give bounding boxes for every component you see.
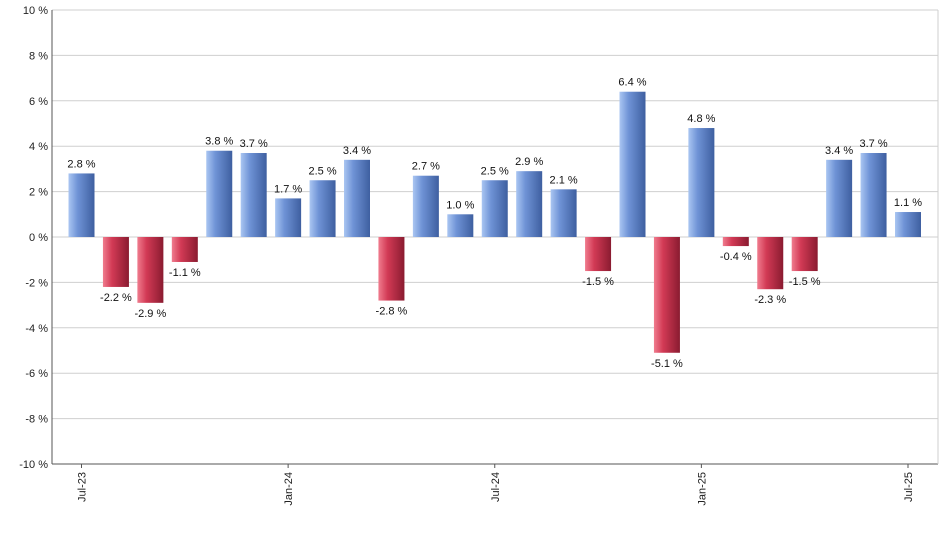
bar-oct-24 (585, 237, 612, 272)
bar-nov-24 (619, 91, 646, 237)
bar-dec-23 (240, 153, 267, 237)
y-tick-labels: -10 % -8 % -6 % -4 % -2 % 0 % 2 % 4 % 6 % 8 % 10 % (19, 5, 48, 471)
bar-apr-24 (378, 237, 405, 301)
bar-feb-25 (722, 237, 749, 247)
data-label-jun-25: 3.7 % (859, 138, 887, 150)
data-label-sep-24: 2.1 % (550, 174, 578, 186)
x-tick-label: Jul-24 (490, 472, 502, 502)
y-tick-label: 0 % (29, 232, 48, 244)
bar-dec-24 (653, 237, 680, 353)
y-tick-label: -2 % (25, 277, 48, 289)
y-tick-label: -8 % (25, 414, 48, 426)
bar-nov-23 (206, 150, 233, 237)
data-label-feb-24: 2.5 % (308, 165, 336, 177)
bar-sep-24 (550, 189, 577, 237)
data-label-jul-24: 2.5 % (481, 165, 509, 177)
x-tick-labels: Jul-23 Jan-24 Jul-24 Jan-25 Jul-25 (77, 464, 915, 506)
bar-aug-23 (102, 237, 129, 287)
y-tick-label: -6 % (25, 368, 48, 380)
bar-jun-25 (860, 153, 887, 237)
data-label-jan-25: 4.8 % (687, 113, 715, 125)
data-label-nov-23: 3.8 % (205, 136, 233, 148)
bar-jul-25 (895, 212, 921, 237)
bar-jul-23 (68, 173, 95, 237)
data-label-may-24: 2.7 % (412, 161, 440, 173)
data-labels: 2.8 % -2.2 %-2.9 % -1.1 % 3.8 % 3.7 % 1.7 % 2.… (67, 77, 922, 370)
data-label-oct-23: -1.1 % (169, 267, 201, 279)
data-label-mar-24: 3.4 % (343, 145, 371, 157)
y-tick-label: 10 % (23, 5, 48, 17)
bar-sep-23 (137, 237, 164, 303)
data-label-aug-24: 2.9 % (515, 156, 543, 168)
data-label-apr-25: -1.5 % (789, 276, 821, 288)
data-label-feb-25: -0.4 % (720, 251, 752, 263)
bar-jan-24 (275, 198, 302, 237)
x-tick-label: Jan-25 (696, 472, 708, 506)
x-tick-label: Jul-23 (77, 472, 89, 502)
bar-jun-24 (447, 214, 474, 237)
data-label-oct-24: -1.5 % (582, 276, 614, 288)
bar-jul-24 (481, 180, 508, 237)
data-label-jul-23: 2.8 % (67, 158, 95, 170)
data-label-jan-24: 1.7 % (274, 183, 302, 195)
y-tick-label: 2 % (29, 187, 48, 199)
y-tick-label: -4 % (25, 323, 48, 335)
bar-may-25 (826, 159, 853, 237)
bar-may-24 (412, 175, 439, 237)
data-label-mar-25: -2.3 % (754, 294, 786, 306)
y-tick-label: 6 % (29, 96, 48, 108)
data-label-jul-25: 1.1 % (894, 197, 922, 209)
y-tick-label: 4 % (29, 141, 48, 153)
bars (68, 91, 921, 353)
data-label-may-25: 3.4 % (825, 145, 853, 157)
data-label-sep-23: -2.9 % (134, 308, 166, 320)
bar-jan-25 (688, 128, 715, 237)
bar-oct-23 (171, 237, 198, 262)
data-label-jun-24: 1.0 % (446, 199, 474, 211)
bar-apr-25 (791, 237, 818, 272)
y-tick-label: -10 % (19, 459, 48, 471)
data-label-dec-23: 3.7 % (240, 138, 268, 150)
data-label-dec-24: -5.1 % (651, 358, 683, 370)
bar-feb-24 (309, 180, 336, 237)
bar-mar-24 (344, 159, 370, 237)
x-tick-label: Jul-25 (903, 472, 915, 502)
x-tick-label: Jan-24 (283, 472, 295, 506)
bar-aug-24 (516, 171, 543, 237)
y-tick-label: 8 % (29, 50, 48, 62)
bar-mar-25 (757, 237, 784, 290)
data-label-aug-23: -2.2 % (100, 292, 132, 304)
data-label-apr-24: -2.8 % (376, 306, 408, 318)
data-label-nov-24: 6.4 % (618, 77, 646, 89)
